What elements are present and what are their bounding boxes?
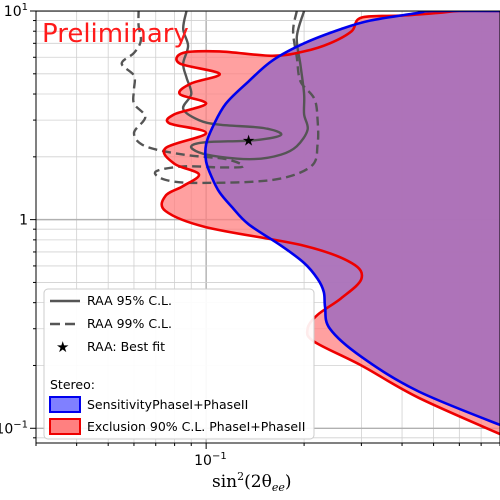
- y-tick-label: 10−1: [0, 419, 28, 437]
- legend-exclusion-label: Exclusion 90% C.L. PhaseI+PhaseII: [87, 419, 305, 434]
- y-tick-label: 1: [19, 213, 28, 229]
- plot-frame: [35, 10, 500, 444]
- exclusion-contour: [160, 11, 500, 436]
- preliminary-label: Preliminary: [42, 19, 189, 49]
- best-fit-star-icon: ★: [242, 131, 255, 149]
- legend-exclusion-swatch: [49, 418, 81, 435]
- legend-box: [43, 288, 315, 440]
- x-tick-label: 10−1: [194, 451, 227, 469]
- regions: [161, 11, 500, 435]
- sensitivity-contour: [204, 11, 500, 427]
- legend-bestfit-star-icon: ★: [56, 338, 69, 356]
- legend-raa99-label: RAA 99% C.L.: [87, 316, 172, 331]
- legend-raa95-label: RAA 95% C.L.: [87, 293, 172, 308]
- y-tick-label: 101: [4, 2, 28, 20]
- raa99-contour: [120, 11, 320, 185]
- legend-stereo-title: Stereo:: [50, 377, 95, 392]
- legend: RAA 95% C.L. RAA 99% C.L. ★ RAA: Best fi…: [43, 288, 315, 440]
- legend-bestfit-label: RAA: Best fit: [87, 339, 165, 354]
- legend-sensitivity-swatch: [49, 396, 81, 413]
- overlap-region: [205, 11, 500, 425]
- axis-ticks: 10−1 101 1 10−1: [0, 2, 500, 469]
- x-axis-title: sin2(2θee): [212, 470, 291, 494]
- contours: ★: [120, 11, 500, 436]
- legend-sensitivity-label: SensitivityPhaseI+PhaseII: [87, 397, 248, 412]
